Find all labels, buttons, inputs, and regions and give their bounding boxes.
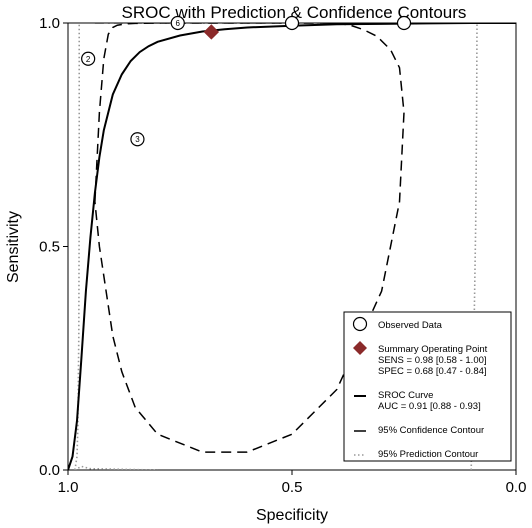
legend-symbol-summary [353,341,367,355]
observed-point-0 [81,51,96,66]
y-tick-label-1: 0.5 [39,239,60,256]
x-tick-label-1: 0.5 [282,479,303,496]
series-layer [68,23,516,470]
legend-text-0-0: Observed Data [378,320,443,331]
legend-text-2-0: SROC Curve [378,390,433,401]
observed-point-3 [284,15,300,31]
legend: Observed Data Summary Operating PointSENS… [343,311,512,462]
observed-point-4 [396,15,412,31]
prediction-contour-segment-1 [74,465,158,470]
observed-point-label-2: 6 [176,19,181,28]
prediction-contour-segment-0 [73,23,80,470]
legend-text-2-1: AUC = 0.91 [0.88 - 0.93] [378,401,481,412]
points-layer: 2 3 6 [81,15,412,147]
legend-text-1-0: Summary Operating Point [378,344,488,355]
y-tick-label-0: 0.0 [39,462,60,479]
observed-point-label-0: 2 [86,55,91,64]
legend-text-3-0: 95% Confidence Contour [378,425,484,436]
x-axis-label: Specificity [256,507,328,524]
x-tick-label-2: 0.0 [506,479,527,496]
y-axis-label: Sensitivity [5,211,22,283]
legend-text-4-0: 95% Prediction Contour [378,449,478,460]
observed-point-2 [170,15,185,31]
chart-title: SROC with Prediction & Confidence Contou… [122,3,467,22]
summary-operating-point [203,24,220,40]
x-tick-label-0: 1.0 [58,479,79,496]
axis-ticks: 1.0 0.5 0.0 0.0 0.5 1.0 [39,15,526,496]
observed-point-label-1: 3 [135,135,140,144]
prediction-contour-segment-2 [470,23,478,470]
observed-point-1 [130,132,145,147]
legend-symbol-observed [352,316,368,332]
legend-box [343,311,512,462]
sroc-curve [68,23,516,470]
legend-text-1-1: SENS = 0.98 [0.58 - 1.00] [378,355,487,366]
legend-text-1-2: SPEC = 0.68 [0.47 - 0.84] [378,366,487,377]
y-tick-label-2: 1.0 [39,15,60,32]
confidence-contour [94,23,405,453]
